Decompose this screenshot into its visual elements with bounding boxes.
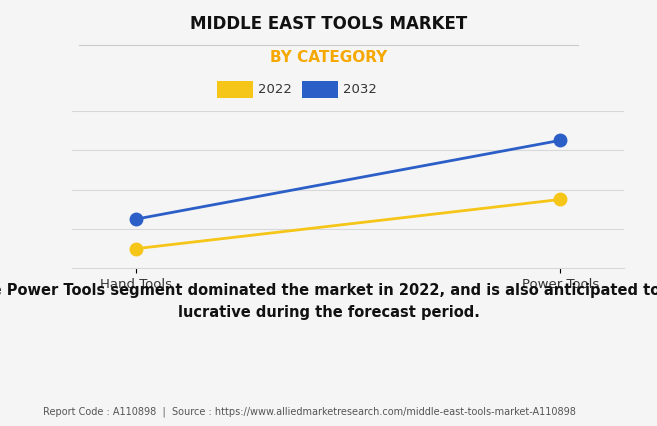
Text: The Power Tools segment dominated the market in 2022, and is also anticipated to: The Power Tools segment dominated the ma…	[0, 283, 657, 320]
Line: 2022: 2022	[129, 193, 567, 255]
Text: Report Code : A110898  |  Source : https://www.alliedmarketresearch.com/middle-e: Report Code : A110898 | Source : https:/…	[43, 406, 576, 417]
2022	[132, 246, 140, 251]
Text: 2032: 2032	[343, 83, 377, 96]
2032	[132, 216, 140, 222]
Line: 2032: 2032	[129, 134, 567, 225]
2032	[556, 138, 564, 143]
Text: 2022: 2022	[258, 83, 292, 96]
Text: BY CATEGORY: BY CATEGORY	[270, 50, 387, 65]
2022	[556, 197, 564, 202]
Text: MIDDLE EAST TOOLS MARKET: MIDDLE EAST TOOLS MARKET	[190, 15, 467, 33]
